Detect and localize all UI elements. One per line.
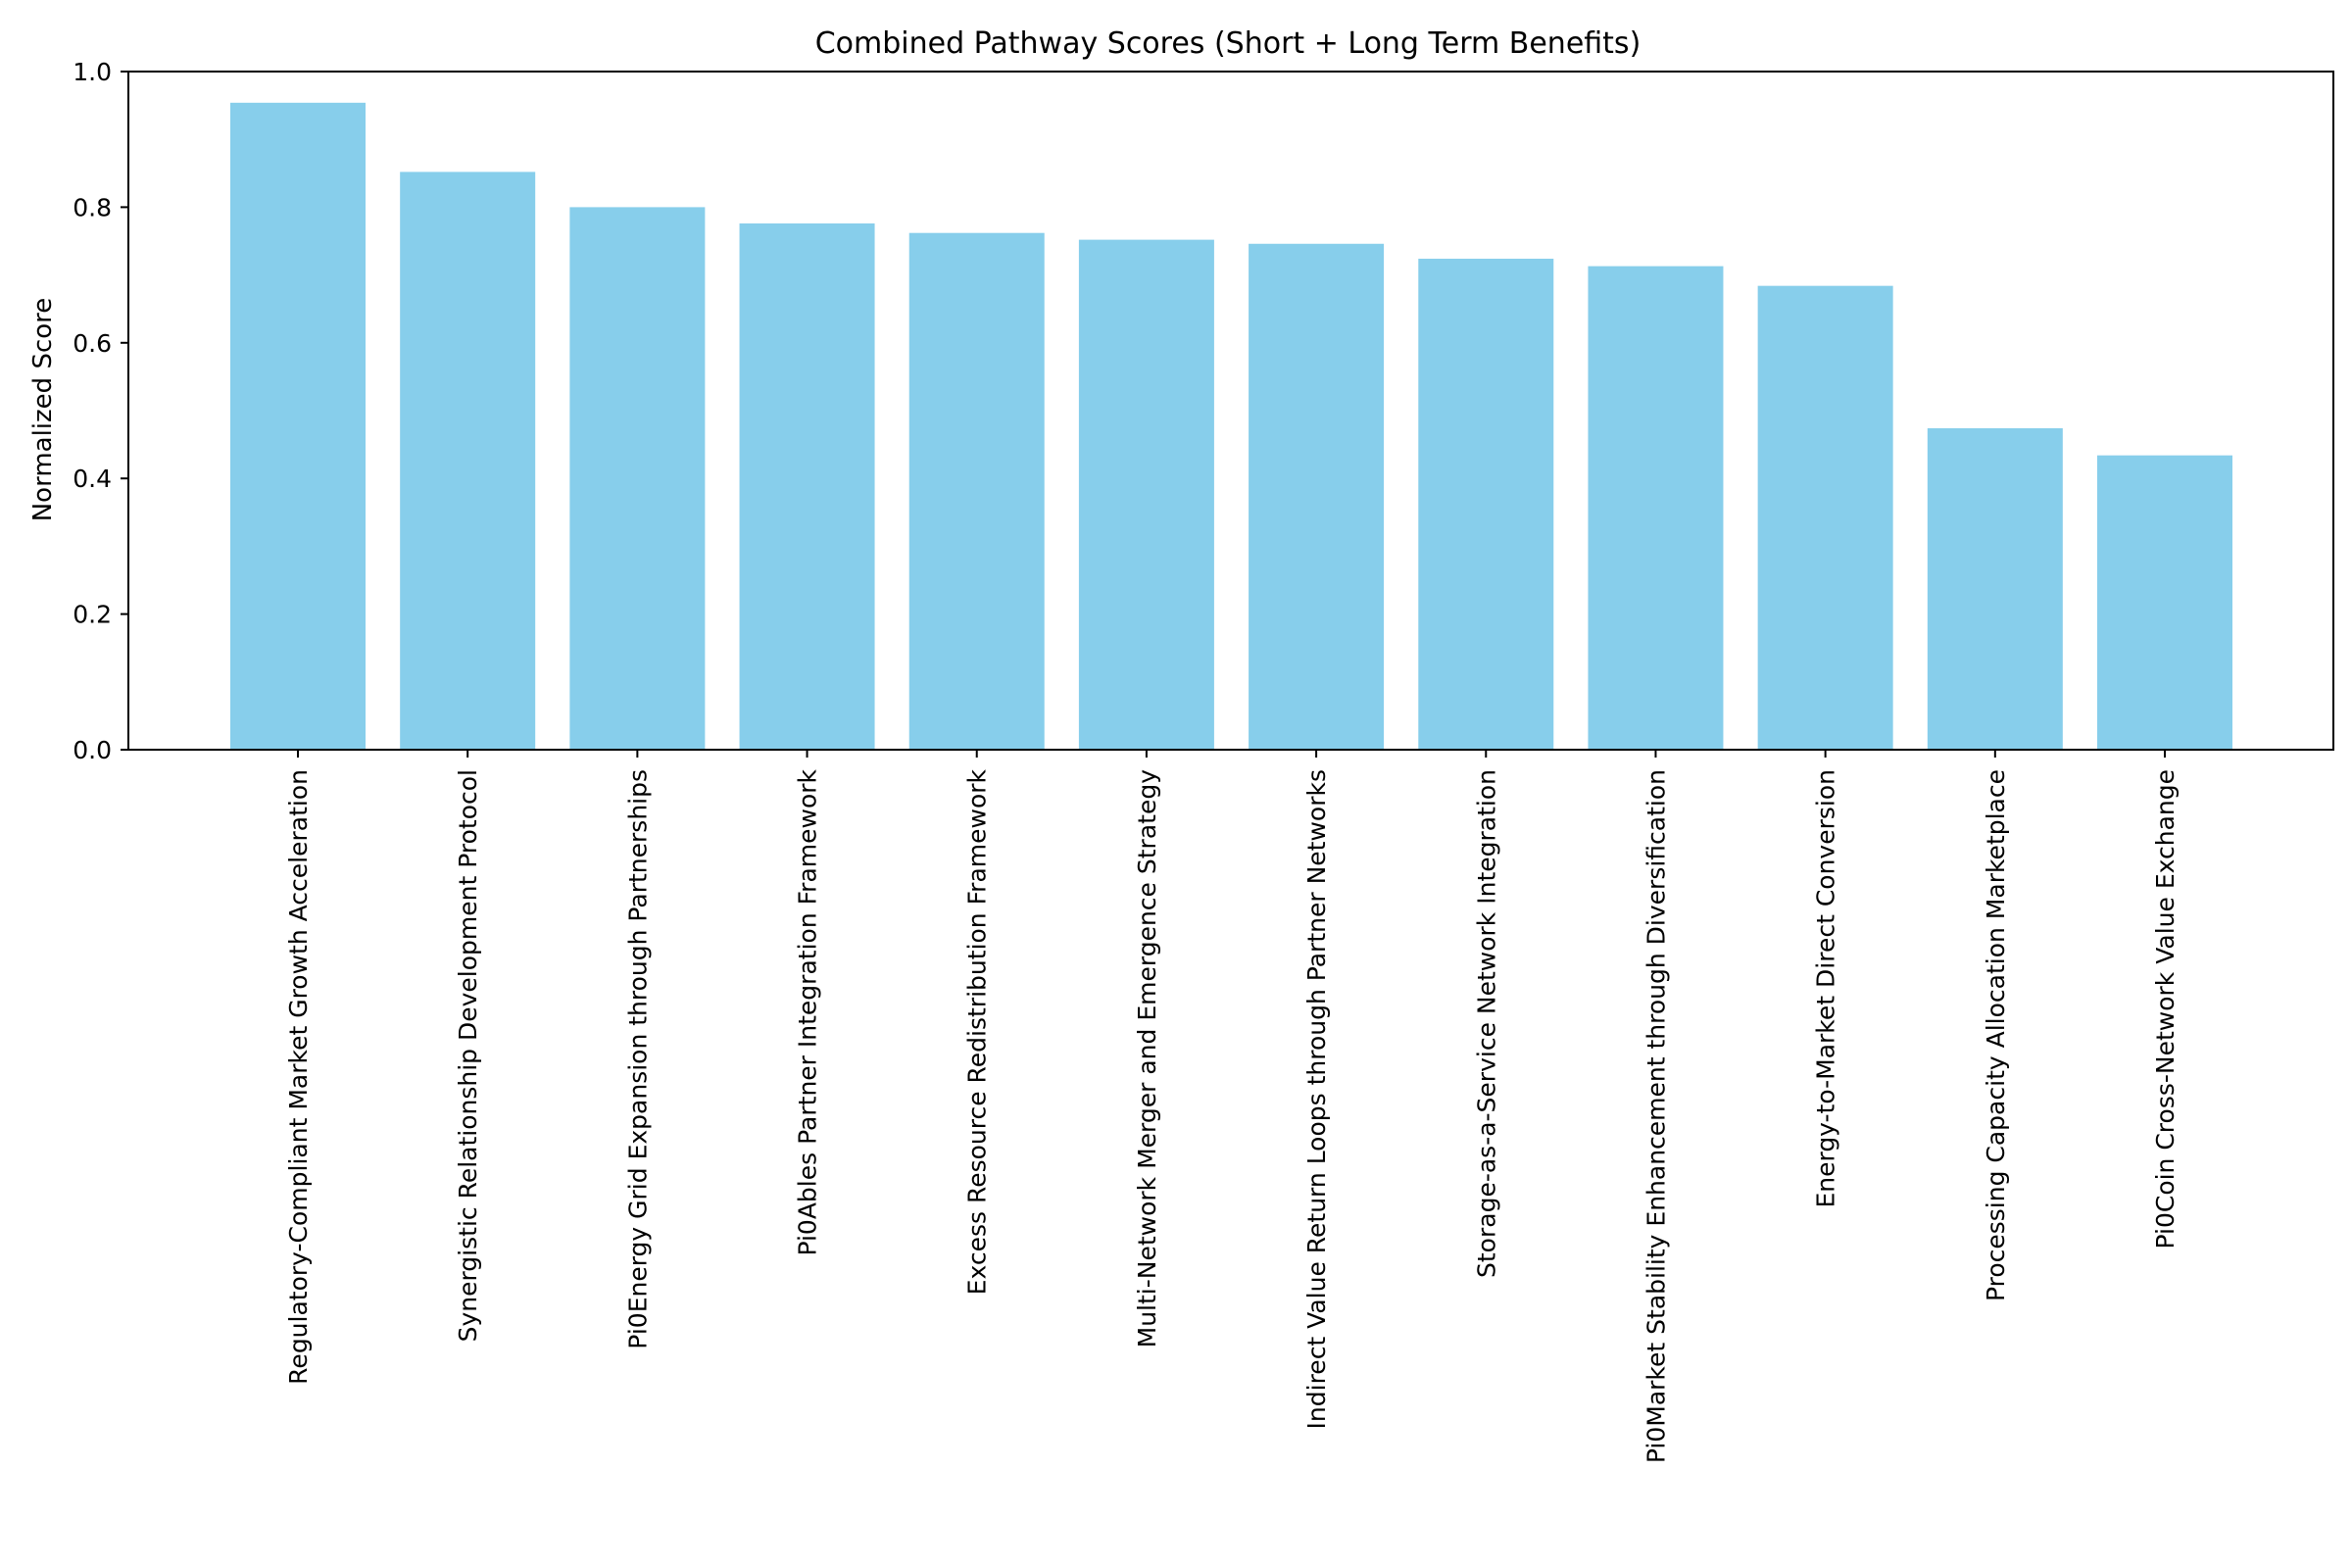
bars-group	[230, 102, 2232, 751]
x-tick-label: Pi0Energy Grid Expansion through Partner…	[623, 769, 652, 1349]
y-tick-label: 1.0	[73, 58, 112, 86]
x-tick-label: Multi-Network Merger and Emergence Strat…	[1133, 769, 1161, 1348]
y-tick-label: 0.4	[73, 465, 112, 493]
y-tick-label: 0.2	[73, 601, 112, 629]
y-axis-ticks: 0.0 0.2 0.4 0.6 0.8 1.0	[73, 58, 128, 764]
y-tick-label: 0.6	[73, 329, 112, 358]
x-tick-label: Indirect Value Return Loops through Part…	[1302, 769, 1331, 1429]
x-tick-label: Excess Resource Redistribution Framework	[963, 768, 992, 1295]
bar	[230, 102, 366, 750]
bar	[569, 207, 706, 750]
x-tick-label: Synergistic Relationship Development Pro…	[454, 769, 482, 1342]
x-tick-label: Storage-as-a-Service Network Integration	[1472, 769, 1500, 1278]
bar	[1757, 285, 1893, 750]
bar	[1927, 427, 2063, 750]
bar	[400, 172, 536, 750]
bar	[1249, 243, 1385, 750]
x-tick-label: Regulatory-Compliant Market Growth Accel…	[284, 769, 313, 1385]
bar	[1078, 239, 1214, 751]
x-axis-ticks: Regulatory-Compliant Market Growth Accel…	[284, 750, 2180, 1463]
bar	[2097, 455, 2232, 750]
chart-title: Combined Pathway Scores (Short + Long Te…	[815, 26, 1642, 61]
y-tick-label: 0.8	[73, 193, 112, 221]
plot-frame	[127, 71, 2334, 751]
bar	[1588, 266, 1724, 750]
bar	[739, 223, 875, 750]
x-tick-label: Energy-to-Market Direct Conversion	[1812, 769, 1840, 1208]
x-tick-label: Pi0Coin Cross-Network Value Exchange	[2151, 769, 2180, 1250]
x-tick-label: Pi0Ables Partner Integration Framework	[794, 768, 822, 1255]
x-tick-label: Processing Capacity Allocation Marketpla…	[1982, 769, 2010, 1301]
bar	[908, 232, 1045, 751]
y-tick-label: 0.0	[73, 736, 112, 764]
bar	[1418, 258, 1554, 750]
x-tick-label: Pi0Market Stability Enhancement through …	[1642, 769, 1670, 1463]
y-axis-label: Normalized Score	[28, 298, 58, 522]
